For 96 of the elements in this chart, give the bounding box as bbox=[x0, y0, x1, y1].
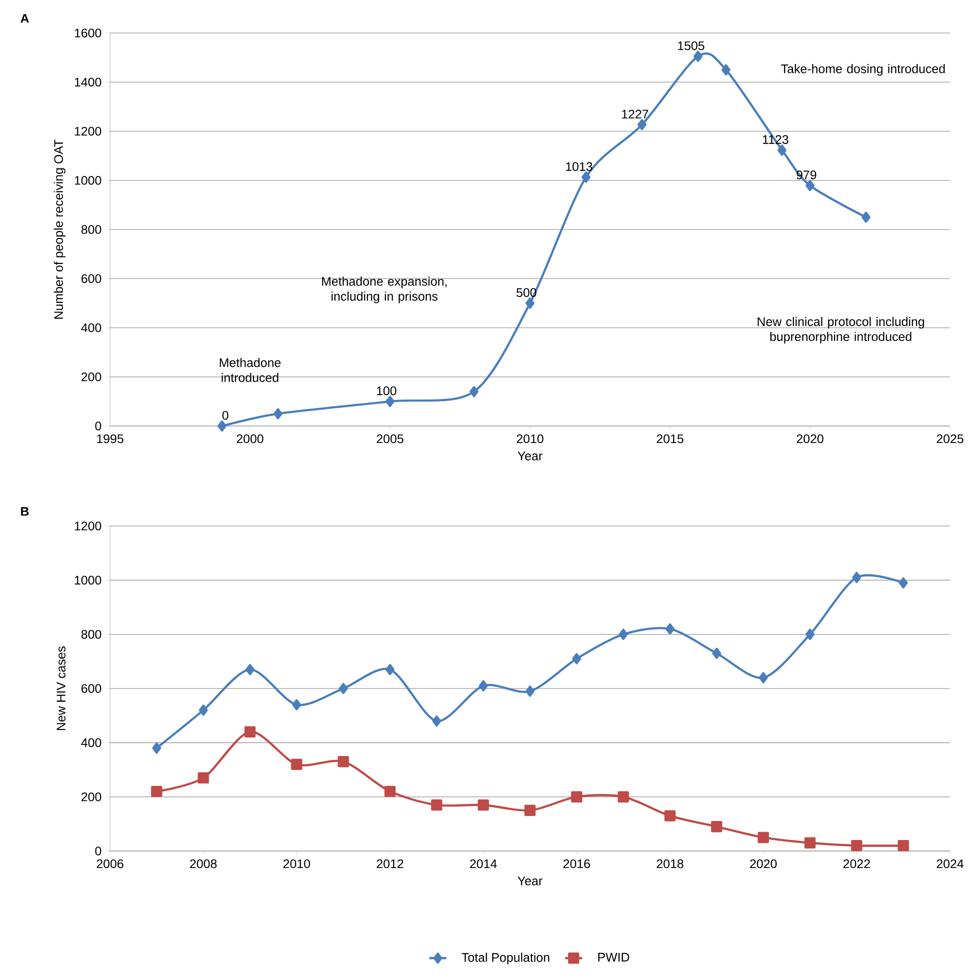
y-axis-title: Number of people receiving OAT bbox=[54, 140, 66, 319]
data-label: 1227 bbox=[622, 110, 648, 118]
y-tick-label: 1600 bbox=[74, 28, 102, 38]
point bbox=[862, 212, 870, 223]
x-tick-label: 2015 bbox=[656, 434, 684, 444]
point bbox=[431, 799, 442, 811]
point bbox=[618, 791, 629, 802]
y-tick-label: 800 bbox=[81, 630, 102, 639]
point bbox=[806, 180, 814, 192]
x-tick-label: 2008 bbox=[190, 859, 217, 868]
y-tick-label: 600 bbox=[82, 274, 102, 284]
x-tick-label: 2020 bbox=[796, 434, 824, 444]
point bbox=[470, 386, 478, 398]
point bbox=[386, 396, 394, 408]
x-tick-label: 2010 bbox=[516, 434, 544, 444]
point bbox=[291, 758, 302, 770]
annotation: Take-home dosing introduced bbox=[781, 64, 945, 76]
point bbox=[151, 786, 162, 798]
data-label: 0 bbox=[222, 410, 228, 420]
point bbox=[582, 172, 590, 183]
point bbox=[478, 680, 488, 692]
annotation: New clinical protocol including buprenorphine introduced bbox=[758, 316, 924, 344]
x-tick-label: 2014 bbox=[470, 859, 497, 868]
chart-title: A bbox=[20, 14, 29, 23]
x-tick-label: 2000 bbox=[236, 434, 264, 444]
x-axis-title: Year bbox=[518, 452, 542, 460]
x-tick-label: 2012 bbox=[376, 859, 404, 868]
annotation: Methadone expansion, including in prisons bbox=[322, 276, 447, 304]
point bbox=[198, 704, 208, 716]
point bbox=[778, 144, 786, 156]
y-tick-label: 1200 bbox=[74, 522, 102, 530]
point bbox=[806, 628, 814, 640]
data-label: 1013 bbox=[566, 162, 592, 171]
y-tick-label: 1400 bbox=[74, 78, 102, 87]
x-tick-label: 2024 bbox=[936, 859, 964, 868]
point bbox=[851, 840, 862, 852]
point bbox=[666, 623, 674, 635]
data-label: 100 bbox=[376, 386, 396, 396]
point bbox=[292, 699, 302, 710]
point bbox=[712, 648, 722, 659]
point bbox=[618, 628, 628, 640]
y-axis-title: New HIV cases bbox=[56, 646, 66, 730]
point bbox=[244, 726, 256, 738]
x-tick-label: 2016 bbox=[563, 859, 590, 868]
point bbox=[274, 408, 282, 420]
annotation: Methadone introduced bbox=[220, 358, 281, 382]
x-tick-label: 2010 bbox=[283, 859, 310, 868]
x-tick-label: 1995 bbox=[97, 434, 124, 444]
point bbox=[804, 837, 816, 848]
point bbox=[852, 572, 862, 584]
y-tick-label: 200 bbox=[82, 792, 102, 802]
x-tick-label: 2006 bbox=[96, 859, 124, 868]
point bbox=[572, 653, 582, 664]
x-tick-label: 2005 bbox=[376, 434, 404, 444]
point bbox=[526, 298, 534, 309]
point bbox=[152, 742, 162, 754]
chart-title: B bbox=[21, 507, 29, 516]
y-tick-label: 800 bbox=[81, 225, 102, 234]
x-tick-label: 2025 bbox=[936, 434, 964, 444]
point bbox=[758, 672, 768, 684]
y-tick-label: 1000 bbox=[74, 176, 102, 185]
point bbox=[246, 664, 254, 676]
point bbox=[384, 786, 396, 798]
point bbox=[218, 420, 226, 432]
x-tick-label: 2018 bbox=[656, 859, 684, 868]
y-tick-label: 0 bbox=[95, 846, 102, 856]
legend-label: PWID bbox=[598, 952, 630, 962]
point bbox=[386, 664, 394, 676]
point bbox=[524, 804, 536, 816]
point bbox=[526, 686, 534, 697]
y-tick-label: 600 bbox=[82, 684, 102, 693]
data-label: 1505 bbox=[678, 41, 704, 50]
x-tick-label: 2020 bbox=[750, 859, 777, 868]
point bbox=[432, 715, 442, 727]
point bbox=[722, 64, 730, 76]
point bbox=[198, 772, 209, 784]
point bbox=[758, 832, 769, 844]
point bbox=[694, 50, 702, 62]
y-tick-label: 1200 bbox=[74, 126, 102, 136]
y-tick-label: 0 bbox=[95, 422, 102, 430]
point bbox=[338, 756, 349, 768]
y-tick-label: 200 bbox=[82, 372, 102, 382]
point bbox=[711, 821, 722, 832]
point bbox=[338, 682, 348, 694]
point bbox=[571, 791, 582, 802]
y-tick-label: 400 bbox=[81, 738, 102, 748]
legend-label: Total Population bbox=[462, 952, 550, 964]
point bbox=[898, 577, 908, 588]
y-tick-label: 400 bbox=[81, 323, 102, 332]
x-axis-title: Year bbox=[518, 876, 542, 886]
x-tick-label: 2022 bbox=[843, 859, 870, 868]
y-tick-label: 1000 bbox=[74, 576, 102, 585]
point bbox=[898, 840, 909, 852]
point bbox=[478, 799, 489, 811]
point bbox=[664, 810, 676, 822]
point bbox=[638, 119, 646, 130]
